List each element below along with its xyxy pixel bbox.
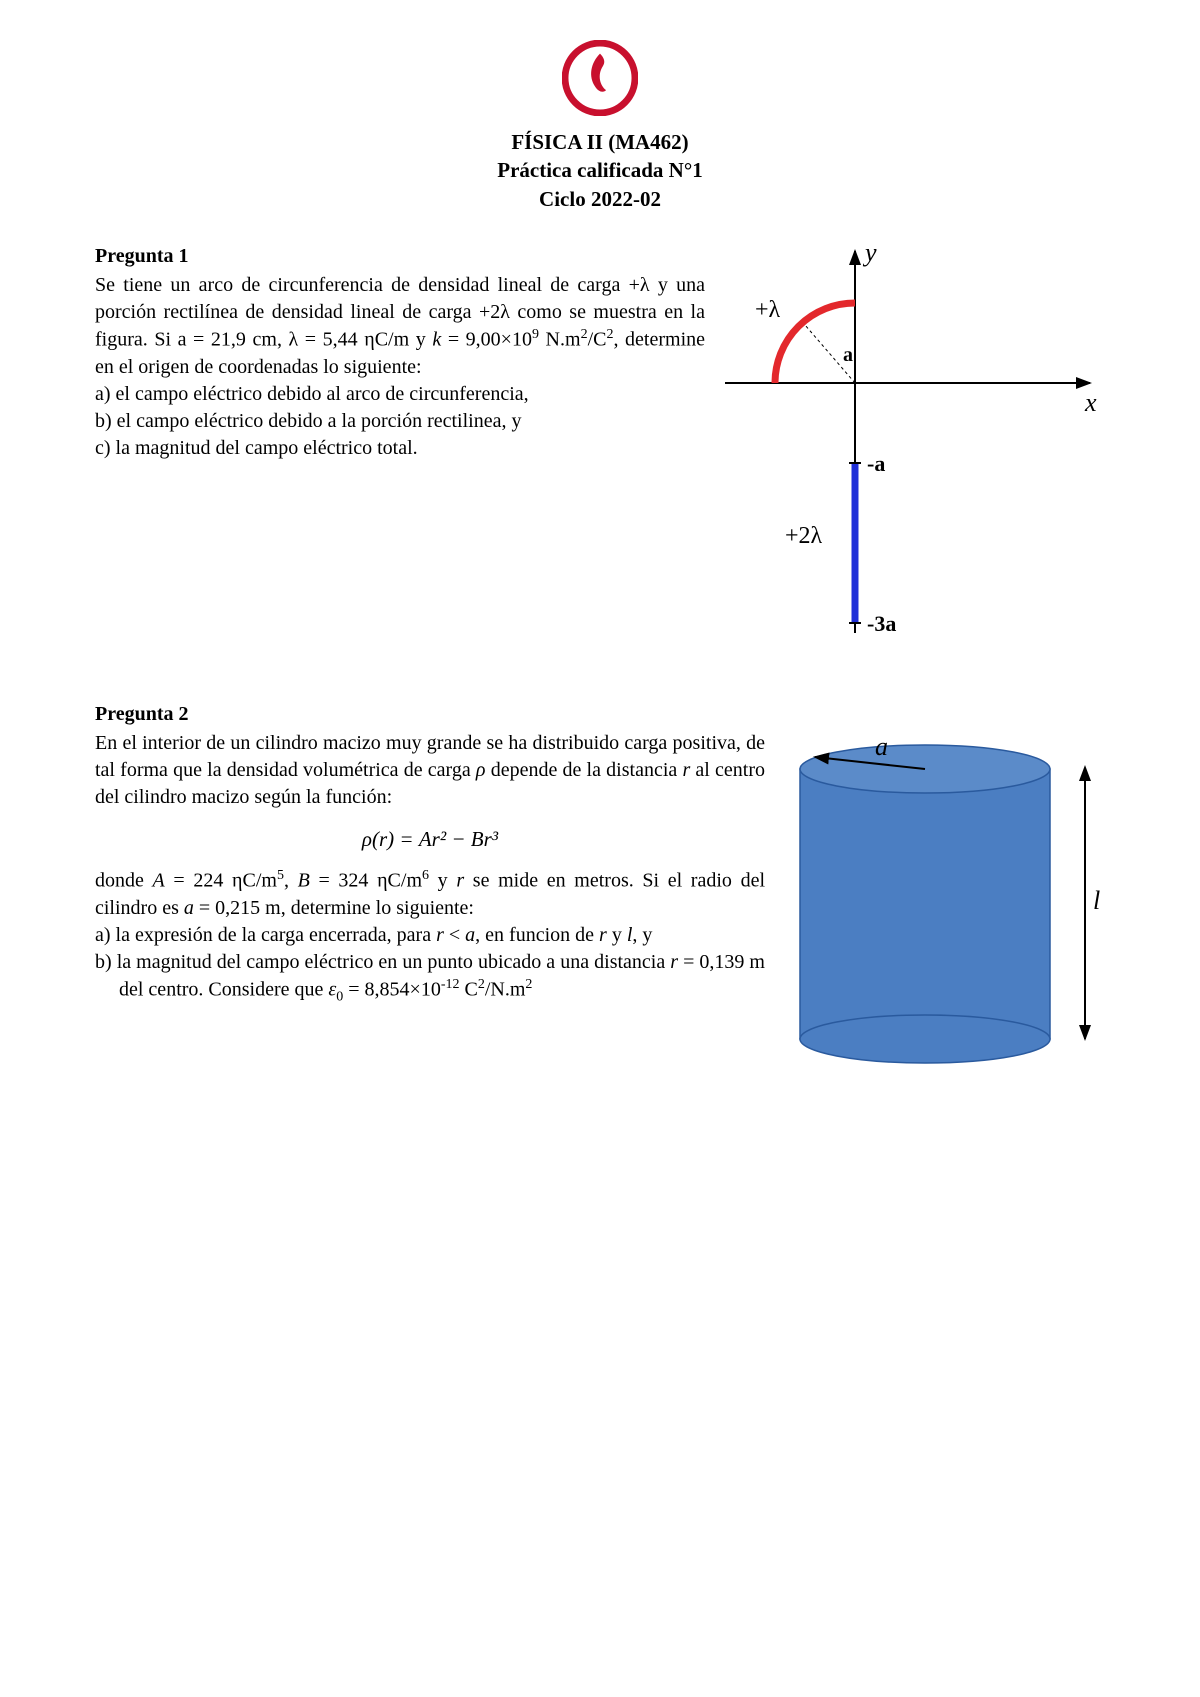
label-lambda: +λ [755,297,781,323]
q1-item-a: a) el campo eléctrico debido al arco de … [95,381,705,408]
label-y: y [862,243,877,267]
doc-subtitle: Práctica calificada N°1 [95,156,1105,184]
q2-figure: a l [785,729,1105,1077]
q2-item-b: b) la magnitud del campo eléctrico en un… [95,949,765,1008]
label-neg-3a: -3a [867,611,896,633]
q2-item-a: a) la expresión de la carga encerrada, p… [95,922,765,949]
question-2-text: Pregunta 2 En el interior de un cilindro… [95,701,765,1008]
q2-formula: ρ(r) = Ar² − Br³ [95,825,765,853]
question-2: Pregunta 2 En el interior de un cilindro… [95,701,1105,1077]
course-title: FÍSICA II (MA462) [95,128,1105,156]
label-x: x [1084,388,1097,417]
cyl-label-l: l [1093,886,1100,915]
q2-title: Pregunta 2 [95,701,765,728]
label-neg-a: -a [867,451,885,476]
question-1: Pregunta 1 Se tiene un arco de circunfer… [95,243,1105,641]
upc-logo [562,40,638,116]
label-2lambda: +2λ [785,523,823,549]
q1-figure: y x +λ a -a +2λ -3a [725,243,1105,641]
cycle: Ciclo 2022-02 [95,185,1105,213]
q2-where: donde A = 224 ηC/m5, B = 324 ηC/m6 y r s… [95,867,765,922]
cyl-label-a: a [875,732,888,761]
q1-item-c: c) la magnitud del campo eléctrico total… [95,435,705,462]
q2-intro: En el interior de un cilindro macizo muy… [95,730,765,811]
document-header: FÍSICA II (MA462) Práctica calificada N°… [95,40,1105,213]
label-a: a [843,344,853,366]
q1-intro: Se tiene un arco de circunferencia de de… [95,272,705,381]
q1-item-b: b) el campo eléctrico debido a la porció… [95,408,705,435]
question-1-text: Pregunta 1 Se tiene un arco de circunfer… [95,243,705,462]
q1-title: Pregunta 1 [95,243,705,270]
